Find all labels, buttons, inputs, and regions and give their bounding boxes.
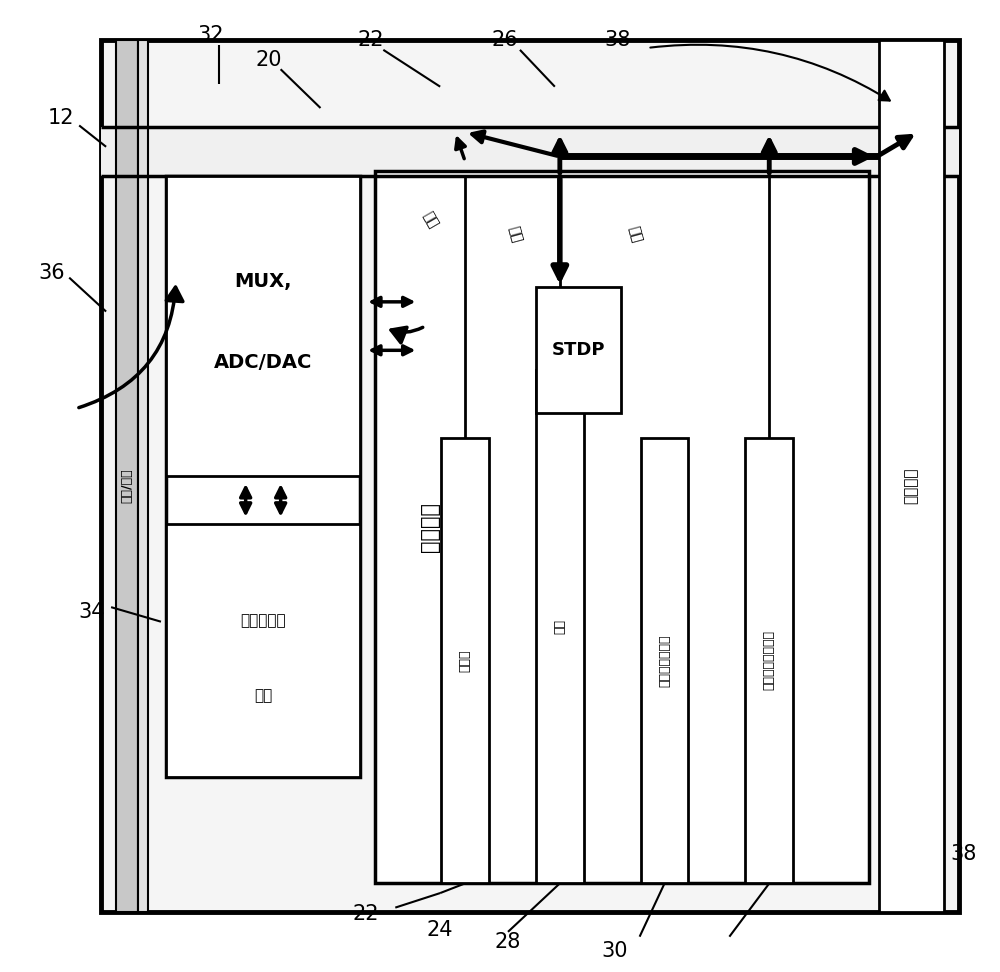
Text: 控制: 控制: [626, 225, 644, 244]
FancyBboxPatch shape: [116, 40, 138, 913]
Text: 突触: 突触: [553, 619, 566, 634]
FancyBboxPatch shape: [641, 437, 688, 884]
FancyBboxPatch shape: [745, 437, 793, 884]
Text: 24: 24: [427, 920, 453, 940]
FancyArrowPatch shape: [650, 45, 890, 100]
FancyBboxPatch shape: [138, 40, 148, 913]
Text: 数据: 数据: [506, 225, 524, 244]
Text: STDP: STDP: [552, 341, 605, 360]
Text: 38: 38: [951, 845, 977, 864]
Text: 记忆电阻器: 记忆电阻器: [240, 612, 286, 628]
FancyBboxPatch shape: [101, 127, 959, 176]
Text: ADC/DAC: ADC/DAC: [214, 353, 312, 371]
FancyBboxPatch shape: [166, 176, 360, 476]
FancyBboxPatch shape: [375, 171, 869, 884]
Text: 34: 34: [78, 602, 104, 622]
Text: 互连结构: 互连结构: [904, 468, 919, 504]
Text: 数据: 数据: [420, 209, 440, 230]
Text: MUX,: MUX,: [234, 271, 292, 291]
Text: 功率/偏压: 功率/偏压: [121, 469, 134, 503]
Text: 处理核心: 处理核心: [420, 503, 440, 552]
Text: 22: 22: [357, 30, 384, 51]
FancyBboxPatch shape: [536, 288, 621, 413]
FancyBboxPatch shape: [166, 524, 360, 777]
Text: 28: 28: [495, 931, 521, 952]
Text: 20: 20: [255, 50, 282, 70]
FancyBboxPatch shape: [441, 437, 489, 884]
FancyBboxPatch shape: [536, 369, 584, 884]
Text: 神经元: 神经元: [459, 649, 472, 672]
Text: 存储器（连接性）: 存储器（连接性）: [763, 631, 776, 690]
FancyBboxPatch shape: [101, 40, 959, 913]
Text: 阵列: 阵列: [254, 688, 272, 704]
Text: 36: 36: [38, 262, 65, 283]
Text: 38: 38: [604, 30, 631, 51]
FancyBboxPatch shape: [166, 176, 360, 777]
Text: 22: 22: [352, 904, 379, 924]
Text: 存储器（权重）: 存储器（权重）: [658, 634, 671, 686]
Text: 26: 26: [492, 30, 518, 51]
FancyArrowPatch shape: [391, 328, 423, 343]
FancyArrowPatch shape: [79, 287, 183, 407]
Text: 32: 32: [198, 25, 224, 46]
FancyBboxPatch shape: [879, 40, 944, 913]
Text: 30: 30: [601, 941, 628, 961]
Text: 12: 12: [48, 108, 74, 127]
